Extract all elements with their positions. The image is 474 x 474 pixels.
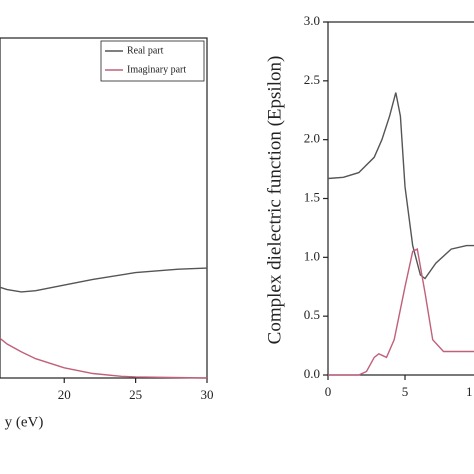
plot-frame [0, 37, 208, 379]
x-axis-label: y (eV) [5, 414, 44, 430]
x-tick-label: 30 [201, 387, 214, 402]
y-tick-label: 2.0 [304, 131, 320, 146]
y-tick-label: 3.0 [304, 13, 320, 28]
legend-label: Real part [127, 45, 164, 56]
y-tick-label: 1.0 [304, 248, 320, 263]
y-tick-label: 2.5 [304, 72, 320, 87]
series-line [0, 267, 208, 293]
y-tick-label: 0.0 [304, 366, 320, 381]
x-tick-label: 0 [325, 384, 332, 399]
legend-box [100, 40, 205, 82]
x-tick-label: 5 [402, 384, 409, 399]
series-line [327, 92, 474, 280]
x-tick-label: 25 [129, 387, 142, 402]
y-tick-label: 1.5 [304, 189, 320, 204]
series-line [328, 248, 474, 376]
legend-label: Imaginary part [127, 64, 186, 75]
x-tick-label: 1 [466, 384, 473, 399]
y-tick-label: 0.5 [304, 307, 320, 322]
plot-frame [327, 21, 474, 376]
x-tick-label: 20 [58, 387, 71, 402]
y-axis-label: Complex dielectric function (Epsilon) [264, 56, 285, 345]
series-line [0, 337, 208, 379]
